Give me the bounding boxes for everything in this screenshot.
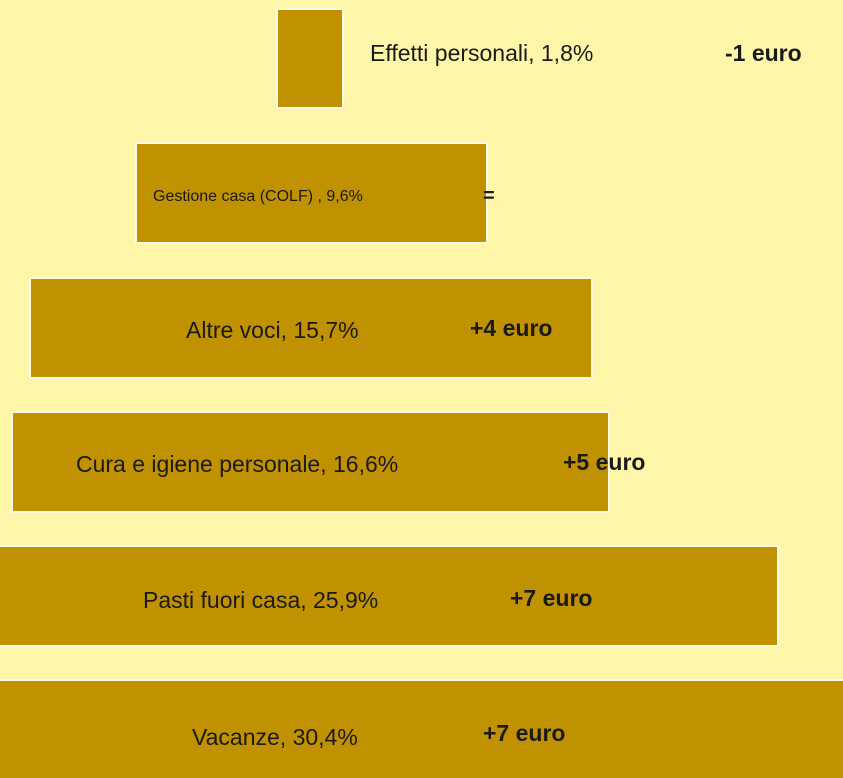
item-label: Pasti fuori casa, 25,9% (143, 587, 379, 613)
bar (276, 8, 344, 109)
item-delta: +7 euro (483, 720, 566, 746)
item-delta: = (483, 185, 495, 207)
item-label: Gestione casa (COLF) , 9,6% (153, 188, 363, 205)
item-delta: +7 euro (510, 585, 593, 611)
bar (11, 411, 610, 513)
item-label: Cura e igiene personale, 16,6% (76, 451, 399, 477)
bar (29, 277, 593, 379)
bar (0, 545, 779, 647)
item-delta: -1 euro (725, 40, 802, 66)
item-label: Vacanze, 30,4% (192, 724, 358, 750)
item-delta: +5 euro (563, 449, 646, 475)
bar (0, 679, 843, 778)
item-delta: +4 euro (470, 315, 553, 341)
bar (135, 142, 488, 244)
item-label: Altre voci, 15,7% (186, 317, 359, 343)
item-label: Effetti personali, 1,8% (370, 40, 594, 66)
